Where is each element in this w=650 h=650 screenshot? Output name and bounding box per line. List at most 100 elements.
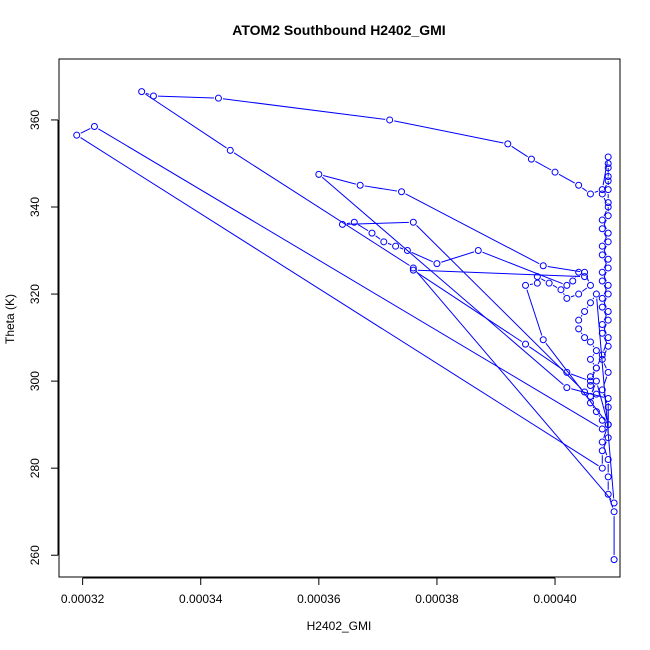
data-point <box>592 390 600 398</box>
data-point <box>598 303 606 311</box>
series-layer <box>80 92 615 556</box>
x-axis: 0.00032 0.00034 0.00036 0.00038 0.00040 <box>61 577 577 606</box>
series-segment <box>592 371 595 374</box>
data-point <box>581 334 589 342</box>
series-segment <box>603 245 607 251</box>
series-segment <box>603 210 607 217</box>
series-segment <box>98 128 599 428</box>
data-point <box>598 251 606 259</box>
data-point <box>598 351 606 359</box>
data-point <box>586 190 594 198</box>
data-point <box>604 403 612 411</box>
series-segment <box>233 152 410 266</box>
data-point <box>604 177 612 185</box>
data-point <box>522 281 530 289</box>
data-point <box>604 368 612 376</box>
series-segment <box>323 175 356 185</box>
data-point <box>604 238 612 246</box>
series-segment <box>416 272 523 343</box>
data-point <box>533 279 541 287</box>
data-point <box>90 122 98 130</box>
data-point <box>604 395 612 403</box>
series-segment <box>603 311 607 317</box>
data-point <box>539 336 547 344</box>
y-tick-label: 320 <box>28 284 42 304</box>
data-point <box>604 473 612 481</box>
series-segment <box>603 297 607 304</box>
data-point <box>604 159 612 167</box>
series-segment <box>511 145 528 158</box>
data-point <box>604 281 612 289</box>
data-point <box>409 266 417 274</box>
data-point <box>581 307 589 315</box>
data-point <box>604 307 612 315</box>
data-point <box>581 388 589 396</box>
series-segment <box>603 302 607 308</box>
data-point <box>563 384 571 392</box>
data-point <box>575 268 583 276</box>
series-segment <box>580 314 583 317</box>
data-point <box>598 277 606 285</box>
series-segment <box>441 251 475 263</box>
data-point <box>586 377 594 385</box>
y-tick-label: 280 <box>28 458 42 478</box>
data-point <box>610 508 618 516</box>
series-segment <box>592 297 595 300</box>
data-point <box>581 273 589 281</box>
series-segment <box>321 176 564 386</box>
data-point <box>604 334 612 342</box>
data-point <box>575 325 583 333</box>
data-point <box>604 173 612 181</box>
data-point <box>586 399 594 407</box>
data-point <box>586 373 594 381</box>
data-point <box>409 264 417 272</box>
series-segment <box>415 271 612 500</box>
series-segment <box>558 173 575 184</box>
x-tick-label: 0.00040 <box>533 592 577 606</box>
series-segment <box>603 219 607 225</box>
series-segment <box>603 184 607 191</box>
data-point <box>604 212 612 220</box>
series-segment <box>570 373 587 381</box>
data-point <box>592 290 600 298</box>
series-segment <box>145 93 227 149</box>
series-segment <box>145 92 150 95</box>
plot-frame <box>58 58 621 578</box>
series-segment <box>594 190 599 193</box>
series-segment <box>603 232 607 238</box>
series-segment <box>586 306 589 309</box>
series-segment <box>603 237 607 243</box>
data-point <box>563 281 571 289</box>
data-point <box>409 218 417 226</box>
data-point <box>604 264 612 272</box>
series-segment <box>545 343 606 422</box>
data-point <box>604 290 612 298</box>
y-tick-label: 340 <box>28 197 42 217</box>
series-segment <box>603 271 607 278</box>
series-segment <box>375 235 381 240</box>
data-point <box>563 294 571 302</box>
data-point <box>380 238 388 246</box>
series-segment <box>570 295 575 298</box>
series-segment <box>405 193 540 265</box>
data-point <box>604 255 612 263</box>
series-segment <box>603 263 607 269</box>
y-tick-label: 300 <box>28 371 42 391</box>
series-segment <box>563 293 565 295</box>
series-segment <box>603 350 607 356</box>
data-point <box>586 281 594 289</box>
series-segment <box>591 371 595 378</box>
series-segment <box>528 346 564 371</box>
x-tick-label: 0.00038 <box>415 592 459 606</box>
series-segment <box>535 160 552 171</box>
data-point <box>598 225 606 233</box>
y-tick-label: 260 <box>28 545 42 565</box>
series-segment <box>603 363 607 369</box>
series-segment <box>603 441 607 447</box>
data-point <box>226 146 234 154</box>
series-segment <box>411 251 434 263</box>
series-segment <box>580 332 583 335</box>
series-segment <box>603 223 607 230</box>
